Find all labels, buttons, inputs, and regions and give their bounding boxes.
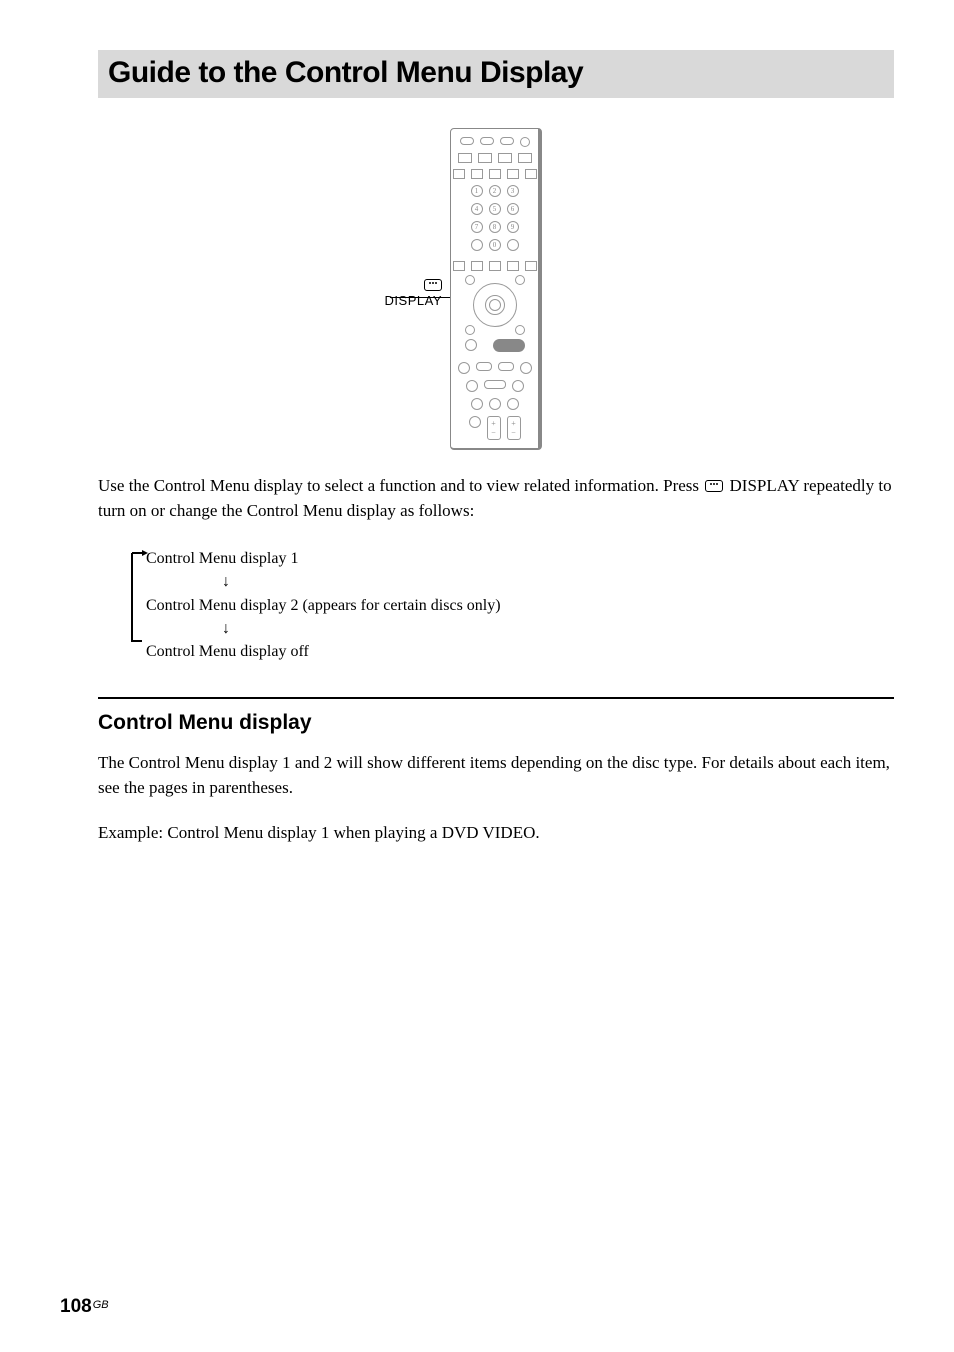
display-callout-text: DISPLAY xyxy=(385,293,442,308)
page-footer: 108GB xyxy=(60,1296,109,1318)
flow-step-2: Control Menu display 2 (appears for cert… xyxy=(146,596,501,615)
flow-step-3: Control Menu display off xyxy=(146,642,501,661)
section-paragraph-1: The Control Menu display 1 and 2 will sh… xyxy=(98,751,894,800)
page-title-bar: Guide to the Control Menu Display xyxy=(98,50,894,98)
section-rule xyxy=(98,697,894,699)
callout-leader-line xyxy=(390,297,450,298)
display-callout-label: DISPLAY xyxy=(385,279,442,308)
intro-paragraph: Use the Control Menu display to select a… xyxy=(98,474,894,523)
down-arrow-icon: ↓ xyxy=(222,572,501,591)
down-arrow-icon: ↓ xyxy=(222,619,501,638)
page-title: Guide to the Control Menu Display xyxy=(108,56,894,90)
intro-text-a: Use the Control Menu display to select a… xyxy=(98,476,703,495)
display-button-highlight xyxy=(493,339,525,352)
display-icon xyxy=(424,279,442,291)
section-heading: Control Menu display xyxy=(98,711,894,735)
cycle-bracket-icon xyxy=(128,547,146,661)
remote-control-illustration: 123 456 789 0 +−+− xyxy=(450,128,542,450)
page-number: 108 xyxy=(60,1296,92,1317)
section-paragraph-2: Example: Control Menu display 1 when pla… xyxy=(98,821,894,846)
remote-diagram: DISPLAY 123 456 789 0 +−+− xyxy=(98,128,894,450)
page-suffix: GB xyxy=(93,1299,109,1311)
display-icon-inline xyxy=(705,480,723,492)
flow-step-1: Control Menu display 1 xyxy=(146,549,501,568)
display-cycle-flow: Control Menu display 1 ↓ Control Menu di… xyxy=(128,547,894,661)
